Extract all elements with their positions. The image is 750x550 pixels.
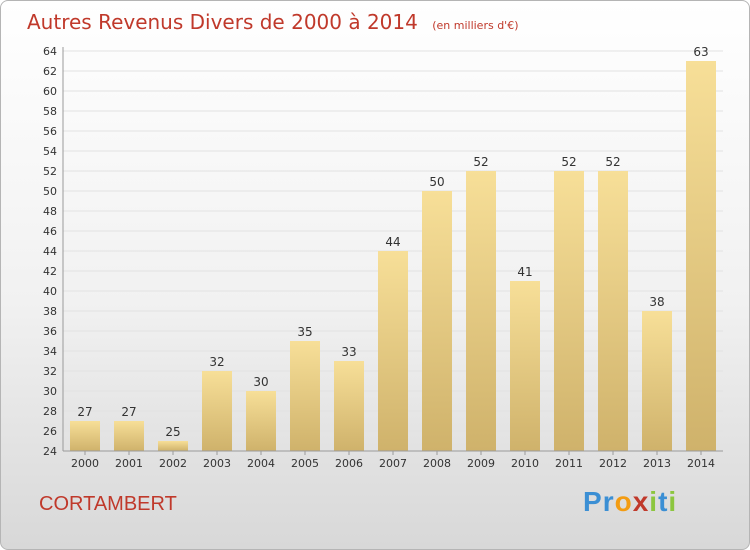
data-label: 44: [385, 235, 400, 249]
y-tick-label: 28: [43, 405, 57, 418]
x-tick-label: 2010: [511, 457, 539, 470]
logo-letter: o: [614, 486, 633, 517]
bar: [642, 311, 672, 451]
y-tick-label: 38: [43, 305, 57, 318]
bar: [598, 171, 628, 451]
y-tick-label: 64: [43, 45, 57, 58]
data-label: 32: [209, 355, 224, 369]
logo-letter: i: [649, 486, 659, 517]
bar: [158, 441, 188, 451]
x-tick-label: 2007: [379, 457, 407, 470]
y-tick-label: 36: [43, 325, 57, 338]
logo-letter: i: [668, 486, 678, 517]
bar: [422, 191, 452, 451]
y-tick-label: 40: [43, 285, 57, 298]
x-tick-label: 2004: [247, 457, 275, 470]
x-tick-label: 2012: [599, 457, 627, 470]
bar: [70, 421, 100, 451]
data-label: 27: [77, 405, 92, 419]
y-tick-label: 60: [43, 85, 57, 98]
axis-layer: 24 26 28 30 32 34 36 38 40 42 44 46 48 50 52 54 56 58 60 62…: [43, 45, 723, 470]
y-tick-label: 42: [43, 265, 57, 278]
data-label: 52: [561, 155, 576, 169]
y-tick-label: 34: [43, 345, 57, 358]
x-tick-label: 2005: [291, 457, 319, 470]
x-tick-label: 2000: [71, 457, 99, 470]
x-tick-label: 2013: [643, 457, 671, 470]
logo-letter: x: [632, 486, 650, 517]
x-tick-label: 2008: [423, 457, 451, 470]
y-tick-label: 58: [43, 105, 57, 118]
x-tick-label: 2014: [687, 457, 715, 470]
logo-letter: t: [658, 486, 669, 517]
data-label: 35: [297, 325, 312, 339]
logo-letter: P: [583, 486, 603, 517]
y-tick-label: 48: [43, 205, 57, 218]
bar: [290, 341, 320, 451]
bar: [202, 371, 232, 451]
y-tick-label: 52: [43, 165, 57, 178]
bar: [554, 171, 584, 451]
proxiti-logo[interactable]: Proxiti: [583, 486, 677, 518]
bar: [334, 361, 364, 451]
logo-letter: r: [602, 486, 615, 517]
data-label: 50: [429, 175, 444, 189]
x-tick-label: 2011: [555, 457, 583, 470]
data-label: 52: [473, 155, 488, 169]
data-label: 33: [341, 345, 356, 359]
bar: [510, 281, 540, 451]
y-tick-label: 30: [43, 385, 57, 398]
chart-title-text: Autres Revenus Divers de 2000 à 2014: [27, 10, 418, 34]
data-label: 41: [517, 265, 532, 279]
chart-subtitle: (en milliers d'€): [432, 19, 518, 32]
y-tick-label: 44: [43, 245, 57, 258]
bar: [686, 61, 716, 451]
y-tick-label: 56: [43, 125, 57, 138]
x-tick-label: 2002: [159, 457, 187, 470]
y-tick-label: 26: [43, 425, 57, 438]
chart-title: Autres Revenus Divers de 2000 à 2014 (en…: [27, 10, 519, 34]
bar: [466, 171, 496, 451]
bar: [114, 421, 144, 451]
bar: [246, 391, 276, 451]
x-tick-label: 2006: [335, 457, 363, 470]
x-tick-label: 2001: [115, 457, 143, 470]
x-tick-label: 2009: [467, 457, 495, 470]
data-label: 52: [605, 155, 620, 169]
y-tick-label: 46: [43, 225, 57, 238]
y-tick-label: 32: [43, 365, 57, 378]
data-label: 25: [165, 425, 180, 439]
y-tick-label: 62: [43, 65, 57, 78]
commune-name: CORTAMBERT: [39, 493, 177, 515]
bar-layer: 27 27 25 32 30 35 33 44 50 52 41 52 52 38 63: [70, 45, 716, 451]
x-tick-label: 2003: [203, 457, 231, 470]
data-label: 63: [693, 45, 708, 59]
data-label: 38: [649, 295, 664, 309]
y-tick-label: 24: [43, 445, 57, 458]
bar: [378, 251, 408, 451]
y-tick-label: 50: [43, 185, 57, 198]
y-tick-label: 54: [43, 145, 57, 158]
data-label: 27: [121, 405, 136, 419]
data-label: 30: [253, 375, 268, 389]
